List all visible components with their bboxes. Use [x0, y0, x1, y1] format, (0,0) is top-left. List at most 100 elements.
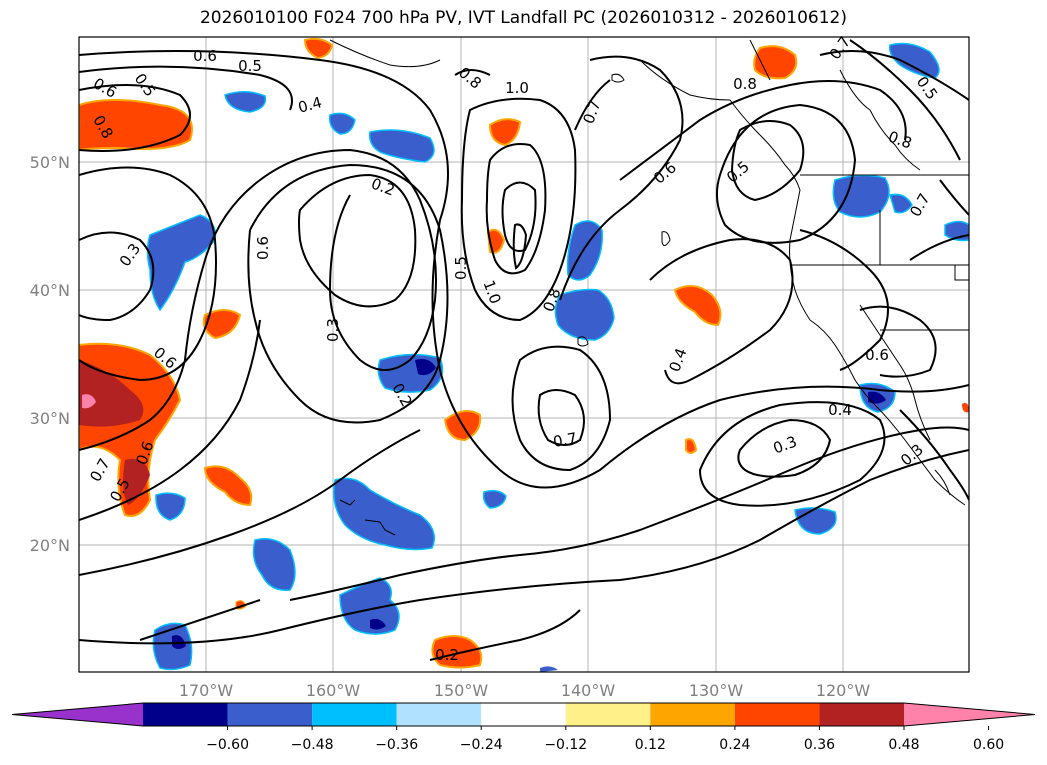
coastline: [364, 519, 396, 536]
contour-label: 0.7: [552, 429, 579, 451]
coastlines: [329, 39, 969, 536]
colorbar-tick-label: 0.24: [719, 737, 750, 753]
contour-line: [730, 120, 805, 202]
colorbar-segment: [143, 703, 228, 726]
pv-negative-blob: [868, 391, 886, 404]
contour-line: [454, 69, 491, 76]
contour-line: [485, 143, 547, 275]
map-frame: [78, 36, 970, 673]
pv-negative-blob: [224, 91, 267, 113]
contour-line: [909, 234, 969, 261]
contour-line: [649, 238, 794, 385]
contour-label: 0.6: [254, 236, 272, 260]
coastline: [749, 39, 771, 81]
contour-line: [298, 173, 417, 308]
contour-line: [939, 179, 969, 216]
contour-line: [559, 55, 684, 301]
pv-negative-blob: [333, 477, 435, 551]
colorbar-segment: [904, 703, 1035, 726]
contour-line: [429, 609, 581, 661]
contour-label: 1.0: [505, 79, 529, 97]
contour-line: [79, 319, 261, 521]
colorbar-segment: [227, 703, 313, 726]
pv-negative-blob: [482, 489, 507, 509]
contour-label: 0.6: [193, 47, 217, 65]
colorbar-segment: [565, 703, 651, 726]
lat-label: 20°N: [30, 536, 70, 555]
pv-negative-blob: [328, 112, 356, 135]
pv-positive-blob: [488, 118, 522, 147]
contour-label: 0.2: [435, 646, 459, 664]
contour-label: 0.8: [733, 75, 757, 93]
lat-label: 50°N: [30, 153, 70, 172]
colorbar-segment: [481, 703, 566, 726]
colorbar: [11, 702, 1036, 727]
lon-label: 130°W: [689, 681, 744, 700]
colorbar-tick-label: −0.24: [460, 737, 503, 753]
contour-label: 0.4: [828, 401, 852, 419]
contour-line: [899, 409, 969, 501]
contour-line: [698, 401, 886, 507]
colorbar-ticks: −0.60 −0.48 −0.36 −0.24 −0.12 0.12 0.24 0.36 0.4…: [206, 726, 1004, 753]
pv-positive-blob: [962, 403, 969, 413]
pv-positive-blob: [753, 45, 798, 80]
contour-line: [511, 345, 612, 472]
contour-line: [79, 231, 155, 322]
contour-line: [79, 50, 969, 489]
pv-negative-blob: [889, 193, 913, 214]
coastline: [839, 69, 921, 171]
pv-positive-blob: [673, 285, 722, 327]
contour-line: [79, 449, 969, 645]
pv-positive-blob: [303, 37, 334, 60]
colorbar-segment: [650, 703, 735, 726]
contour-line: [139, 599, 261, 641]
latitude-labels: 50°N 40°N 30°N 20°N: [30, 153, 70, 555]
pv-positive-blob: [82, 394, 96, 409]
colorbar-tick-label: 0.60: [973, 737, 1004, 753]
contour-line: [737, 418, 832, 478]
colorbar-segment: [734, 703, 820, 726]
lon-label: 120°W: [816, 681, 871, 700]
pv-positive-blob: [123, 459, 150, 505]
colorbar-tick-label: 0.36: [804, 737, 835, 753]
contour-line: [79, 65, 293, 111]
contour-label: 0.3: [324, 318, 342, 342]
contour-line: [537, 389, 585, 446]
lon-label: 140°W: [561, 681, 616, 700]
coastline: [639, 59, 731, 101]
pv-negative-blob: [155, 492, 186, 521]
contour-label: 0.5: [238, 57, 262, 75]
contour-line: [79, 429, 421, 576]
contour-line: [289, 426, 969, 601]
coastline: [661, 231, 671, 246]
colorbar-segment: [312, 703, 397, 726]
colorbar-segment: [396, 703, 482, 726]
coastline: [329, 39, 441, 68]
pv-positive-blob: [203, 465, 253, 507]
contour-line: [460, 97, 577, 322]
lon-label: 160°W: [306, 681, 361, 700]
map-title: 2026010100 F024 700 hPa PV, IVT Landfall…: [199, 8, 847, 28]
lat-label: 30°N: [30, 409, 70, 428]
colorbar-tick-label: −0.12: [544, 737, 587, 753]
colorbar-tick-label: −0.48: [291, 737, 334, 753]
contour-lines: [79, 39, 969, 661]
colorbar-segment: [12, 703, 143, 726]
pv-negative-blob: [554, 288, 615, 341]
coastline: [859, 304, 931, 441]
graticule: [79, 37, 969, 672]
pv-negative-blob: [339, 577, 400, 635]
colorbar-segment: [819, 703, 904, 726]
pv-negative-blob: [415, 359, 436, 376]
pv-negative-blob: [540, 666, 558, 672]
contour-line: [715, 103, 857, 244]
lon-label: 150°W: [434, 681, 489, 700]
contour-line: [619, 80, 907, 181]
map-area: [79, 37, 969, 672]
contour-line: [79, 166, 217, 382]
contour-line: [799, 229, 889, 371]
pv-negative-blob: [368, 129, 435, 163]
coastline: [339, 499, 356, 506]
coastline: [954, 265, 969, 281]
